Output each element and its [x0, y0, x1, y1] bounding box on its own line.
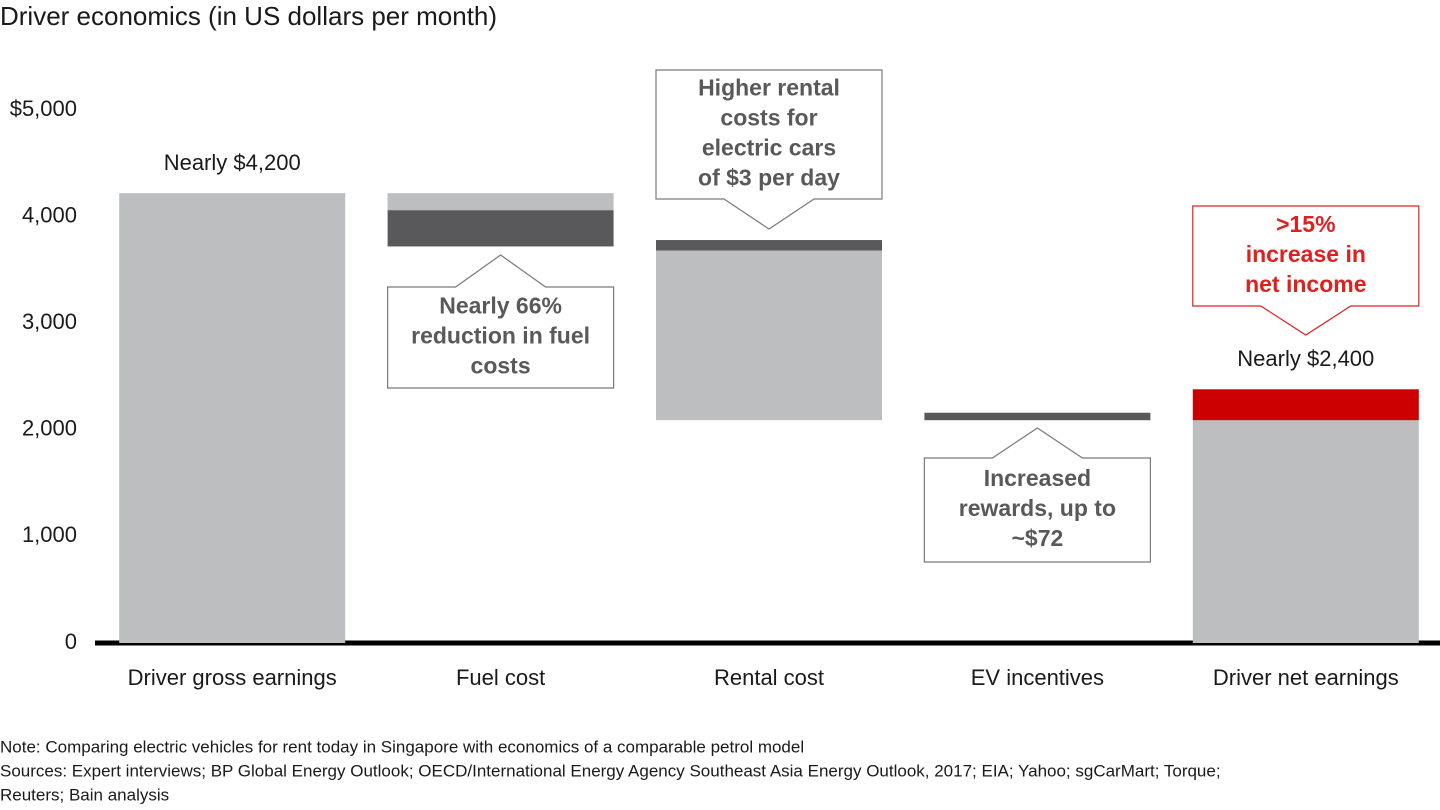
callout-box [655, 69, 883, 230]
total-label: Nearly $2,400 [1237, 346, 1374, 371]
callout-text: Higher rental [698, 75, 840, 101]
callout-text: Increased [984, 465, 1091, 491]
x-tick-label: EV incentives [971, 665, 1104, 690]
x-tick-label: Rental cost [714, 665, 824, 690]
x-tick-label: Driver net earnings [1213, 665, 1399, 690]
bar-segment [1192, 389, 1419, 421]
callout-box [387, 254, 615, 389]
y-tick-label: $5,000 [10, 96, 77, 121]
note: Note: Comparing electric vehicles for re… [0, 737, 804, 756]
bar-segment [119, 193, 346, 643]
bar-segment [656, 240, 882, 251]
bar-segment [1192, 420, 1419, 643]
y-tick-label: 3,000 [22, 309, 77, 334]
callout-text: rewards, up to [959, 495, 1116, 521]
callout-text: ~$72 [1011, 525, 1063, 551]
callout-box [1192, 205, 1420, 336]
callout-text: increase in [1246, 241, 1366, 267]
chart-title: Driver economics (in US dollars per mont… [0, 1, 497, 31]
callout-text: >15% [1276, 211, 1335, 237]
y-tick-label: 0 [65, 629, 77, 654]
x-tick-label: Fuel cost [456, 665, 545, 690]
x-tick-label: Driver gross earnings [128, 665, 337, 690]
bar-segment [924, 412, 1151, 421]
y-tick-label: 2,000 [22, 416, 77, 441]
callout-text: costs [471, 353, 531, 379]
y-tick-label: 4,000 [22, 202, 77, 227]
bar-segment [656, 250, 882, 421]
callout-text: Nearly 66% [439, 293, 562, 319]
callout-box [923, 427, 1151, 563]
source: Reuters; Bain analysis [0, 785, 169, 804]
callout-text: costs for [720, 105, 817, 131]
y-tick-label: 1,000 [22, 522, 77, 547]
total-label: Nearly $4,200 [164, 150, 301, 175]
callout-text: reduction in fuel [411, 323, 590, 349]
bar-segment [387, 193, 614, 211]
callout-text: electric cars [702, 135, 836, 161]
callout-text: net income [1245, 271, 1366, 297]
bar-segment [387, 210, 614, 247]
callout-text: of $3 per day [698, 165, 840, 191]
source: Sources: Expert interviews; BP Global En… [0, 761, 1221, 780]
